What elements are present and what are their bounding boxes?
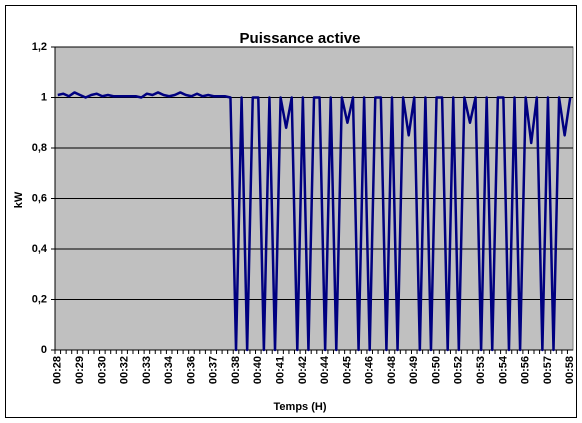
x-tick-label: 00:54: [497, 355, 509, 384]
x-tick-label: 00:42: [297, 356, 309, 384]
x-tick-label: 00:49: [408, 356, 420, 384]
x-tick-label: 00:52: [453, 356, 465, 384]
x-axis-title: Temps (H): [274, 401, 327, 413]
y-tick-label: 0,8: [32, 142, 47, 154]
x-tick-label: 00:50: [430, 356, 442, 384]
chart-title: Puissance active: [240, 30, 361, 47]
x-tick-label: 00:57: [542, 356, 554, 384]
y-axis-title: kW: [13, 191, 25, 208]
x-tick-label: 00:46: [364, 356, 376, 384]
x-tick-label: 00:48: [386, 356, 398, 384]
x-tick-label: 00:45: [341, 356, 353, 384]
x-tick-label: 00:29: [74, 356, 86, 384]
x-tick-label: 00:37: [208, 356, 220, 384]
x-tick-label: 00:40: [252, 356, 264, 384]
x-tick-label: 00:30: [96, 356, 108, 384]
x-tick-label: 00:32: [119, 356, 131, 384]
y-tick-label: 1: [41, 91, 47, 103]
y-tick-label: 0,2: [32, 293, 47, 305]
x-tick-label: 00:28: [52, 356, 64, 384]
x-tick-label: 00:36: [185, 356, 197, 384]
y-tick-label: 0,4: [32, 243, 48, 255]
x-tick-label: 00:38: [230, 356, 242, 384]
x-tick-label: 00:41: [274, 356, 286, 384]
x-tick-label: 00:34: [163, 355, 175, 384]
y-tick-label: 0,6: [32, 192, 47, 204]
y-tick-label: 1,2: [32, 41, 47, 53]
x-tick-label: 00:44: [319, 355, 331, 384]
y-tick-label: 0: [41, 344, 47, 356]
x-tick-label: 00:56: [520, 356, 532, 384]
line-series: [57, 91, 572, 352]
x-tick-label: 00:33: [141, 356, 153, 384]
x-tick-label: 00:53: [475, 356, 487, 384]
x-tick-label: 00:58: [564, 356, 576, 384]
